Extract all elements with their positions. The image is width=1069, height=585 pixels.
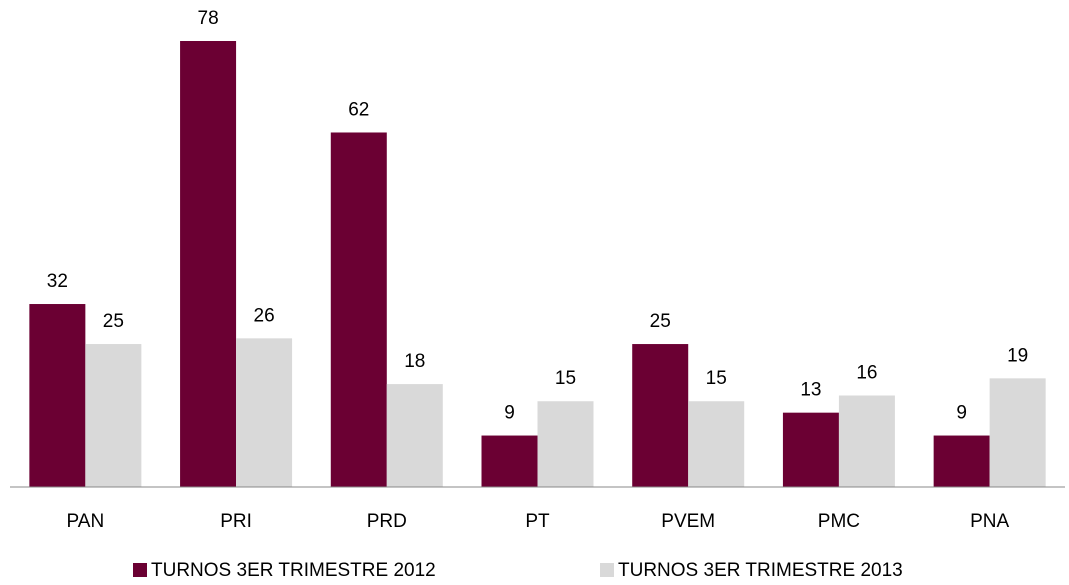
x-tick-label: PNA — [970, 511, 1009, 532]
data-label: 26 — [254, 305, 275, 326]
bar — [180, 41, 237, 487]
data-label: 13 — [800, 380, 821, 401]
bar — [688, 401, 745, 487]
x-tick-label: PVEM — [661, 511, 715, 532]
data-label: 25 — [103, 311, 124, 332]
bar — [632, 344, 689, 487]
bar — [537, 401, 594, 487]
bar — [330, 132, 387, 487]
data-label: 18 — [404, 351, 425, 372]
data-label: 25 — [650, 311, 671, 332]
data-label: 78 — [198, 8, 219, 29]
x-tick-label: PRI — [220, 511, 252, 532]
data-label: 15 — [706, 368, 727, 389]
legend-swatch — [600, 563, 614, 577]
data-label: 16 — [856, 363, 877, 384]
data-label: 32 — [47, 271, 68, 292]
legend-label: TURNOS 3ER TRIMESTRE 2013 — [618, 560, 903, 581]
bar — [989, 378, 1046, 487]
legend-swatch — [133, 563, 147, 577]
bar — [782, 412, 839, 487]
data-label: 9 — [956, 403, 967, 424]
bar — [85, 344, 142, 487]
data-label: 19 — [1007, 345, 1028, 366]
x-tick-label: PMC — [818, 511, 860, 532]
bar — [933, 435, 990, 487]
bar — [481, 435, 538, 487]
bar — [386, 384, 443, 487]
legend-label: TURNOS 3ER TRIMESTRE 2012 — [151, 560, 436, 581]
data-label: 15 — [555, 368, 576, 389]
x-tick-label: PRD — [367, 511, 407, 532]
bar — [838, 395, 895, 487]
data-label: 62 — [348, 100, 369, 121]
data-label: 9 — [504, 403, 515, 424]
x-tick-label: PT — [525, 511, 550, 532]
bar — [29, 304, 86, 487]
x-tick-label: PAN — [67, 511, 105, 532]
bar — [236, 338, 293, 487]
